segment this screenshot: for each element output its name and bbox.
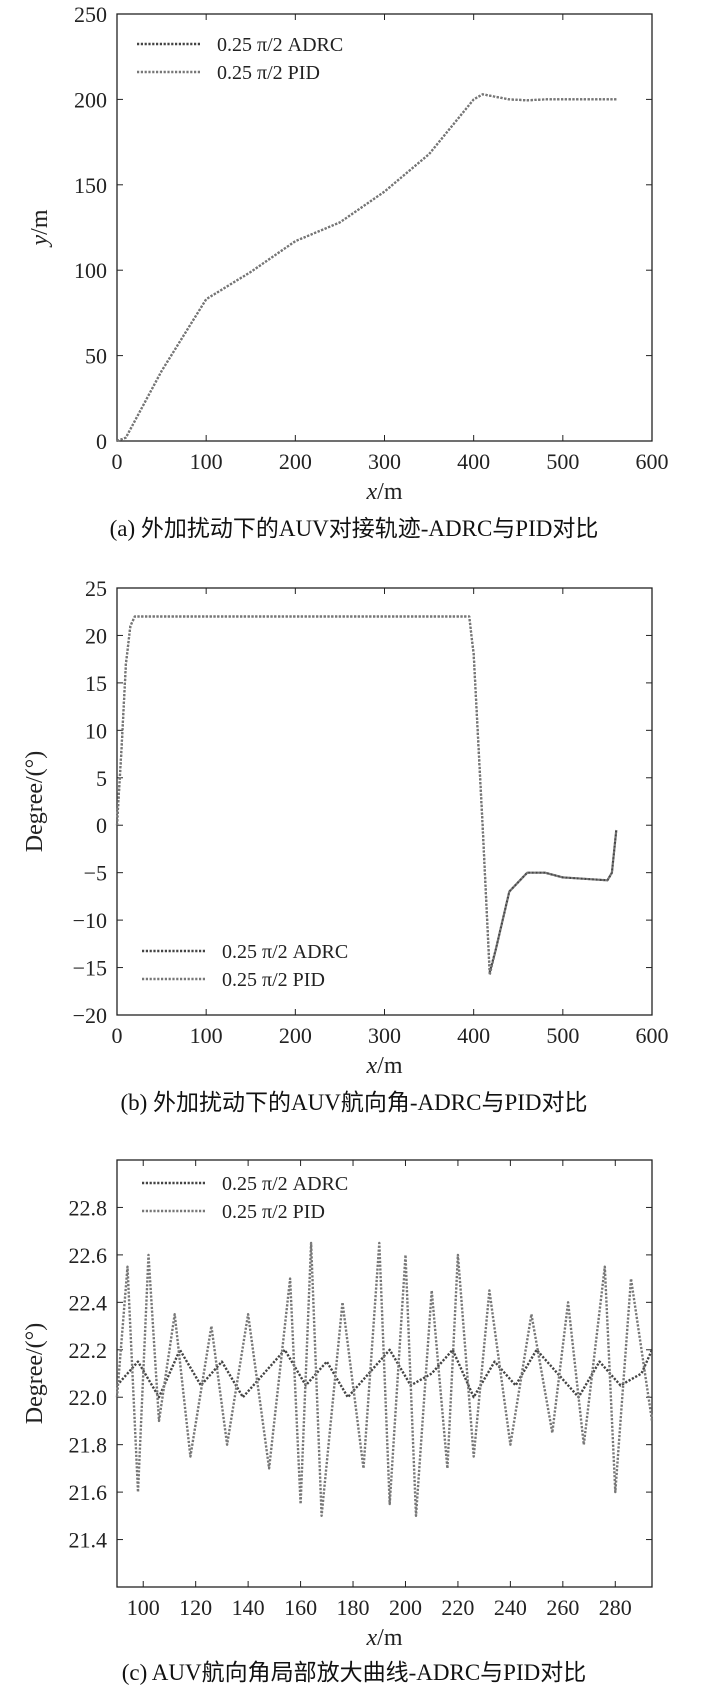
x-tick-label: 500: [546, 1023, 579, 1048]
x-tick-label: 200: [389, 1595, 422, 1620]
series-line-pid: [115, 615, 618, 977]
x-tick-label: 100: [190, 1023, 223, 1048]
series-line-adrc: [116, 93, 617, 443]
y-axis-label: Degree/(°): [22, 1323, 48, 1425]
x-axis-label: x/m: [366, 1625, 403, 1651]
y-tick-label: 21.8: [69, 1433, 108, 1458]
legend-label-adrc: 0.25 π/2 ADRC: [222, 941, 348, 963]
y-tick-label: 5: [96, 766, 107, 791]
x-tick-label: 100: [127, 1595, 160, 1620]
y-tick-label: −10: [73, 908, 107, 933]
series-line-adrc: [115, 615, 618, 974]
plot-frame-0: [116, 13, 653, 442]
figure-caption: (c) AUV航向角局部放大曲线-ADRC与PID对比: [122, 1660, 586, 1685]
legend-label-pid: 0.25 π/2 PID: [217, 62, 320, 84]
x-tick-label: 400: [457, 1023, 490, 1048]
x-tick-label: 400: [457, 449, 490, 474]
figure-caption: (a) 外加扰动下的AUV对接轨迹-ADRC与PID对比: [110, 516, 599, 541]
x-tick-label: 600: [636, 449, 669, 474]
x-tick-label: 140: [232, 1595, 265, 1620]
x-tick-label: 280: [599, 1595, 632, 1620]
x-tick-label: 200: [279, 449, 312, 474]
y-tick-label: 200: [74, 87, 107, 112]
x-tick-label: 260: [546, 1595, 579, 1620]
x-tick-label: 500: [546, 449, 579, 474]
y-tick-label: −5: [84, 861, 107, 886]
y-tick-label: 150: [74, 173, 107, 198]
x-tick-label: 200: [279, 1023, 312, 1048]
y-tick-label: −15: [73, 956, 107, 981]
x-axis-label: x/m: [366, 479, 403, 505]
y-tick-label: 100: [74, 258, 107, 283]
y-tick-label: 250: [74, 2, 107, 27]
figure-caption: (b) 外加扰动下的AUV航向角-ADRC与PID对比: [120, 1090, 587, 1115]
y-tick-label: 15: [85, 671, 107, 696]
x-tick-label: 600: [636, 1023, 669, 1048]
legend-label-adrc: 0.25 π/2 ADRC: [217, 34, 343, 56]
y-tick-label: 50: [85, 344, 107, 369]
y-tick-label: 25: [85, 576, 107, 601]
y-tick-label: 10: [85, 718, 107, 743]
legend-label-pid: 0.25 π/2 PID: [222, 969, 325, 991]
y-tick-label: −20: [73, 1003, 107, 1028]
y-tick-label: 22.8: [69, 1195, 108, 1220]
y-tick-label: 21.6: [69, 1480, 108, 1505]
x-tick-label: 0: [112, 1023, 123, 1048]
y-tick-label: 22.6: [69, 1243, 108, 1268]
x-tick-label: 160: [284, 1595, 317, 1620]
x-tick-label: 120: [179, 1595, 212, 1620]
y-tick-label: 22.4: [69, 1290, 108, 1315]
series-line-pid: [115, 1241, 654, 1518]
y-tick-label: 20: [85, 623, 107, 648]
y-tick-label: 22.2: [69, 1338, 108, 1363]
y-tick-label: 21.4: [69, 1528, 108, 1553]
plot-frame-2: [116, 1159, 653, 1588]
y-tick-label: 0: [96, 429, 107, 454]
y-axis-label: Degree/(°): [22, 751, 48, 853]
x-axis-label: x/m: [366, 1053, 403, 1079]
series-line-adrc: [116, 1348, 654, 1399]
legend-label-adrc: 0.25 π/2 ADRC: [222, 1173, 348, 1195]
x-tick-label: 100: [190, 449, 223, 474]
x-tick-label: 300: [368, 1023, 401, 1048]
x-tick-label: 180: [337, 1595, 370, 1620]
x-tick-label: 220: [441, 1595, 474, 1620]
x-tick-label: 0: [112, 449, 123, 474]
y-tick-label: 22.0: [69, 1385, 108, 1410]
y-axis-label: y/m: [27, 209, 53, 247]
legend-label-pid: 0.25 π/2 PID: [222, 1201, 325, 1223]
x-tick-label: 240: [494, 1595, 527, 1620]
y-tick-label: 0: [96, 813, 107, 838]
series-line-pid: [116, 93, 617, 443]
x-tick-label: 300: [368, 449, 401, 474]
